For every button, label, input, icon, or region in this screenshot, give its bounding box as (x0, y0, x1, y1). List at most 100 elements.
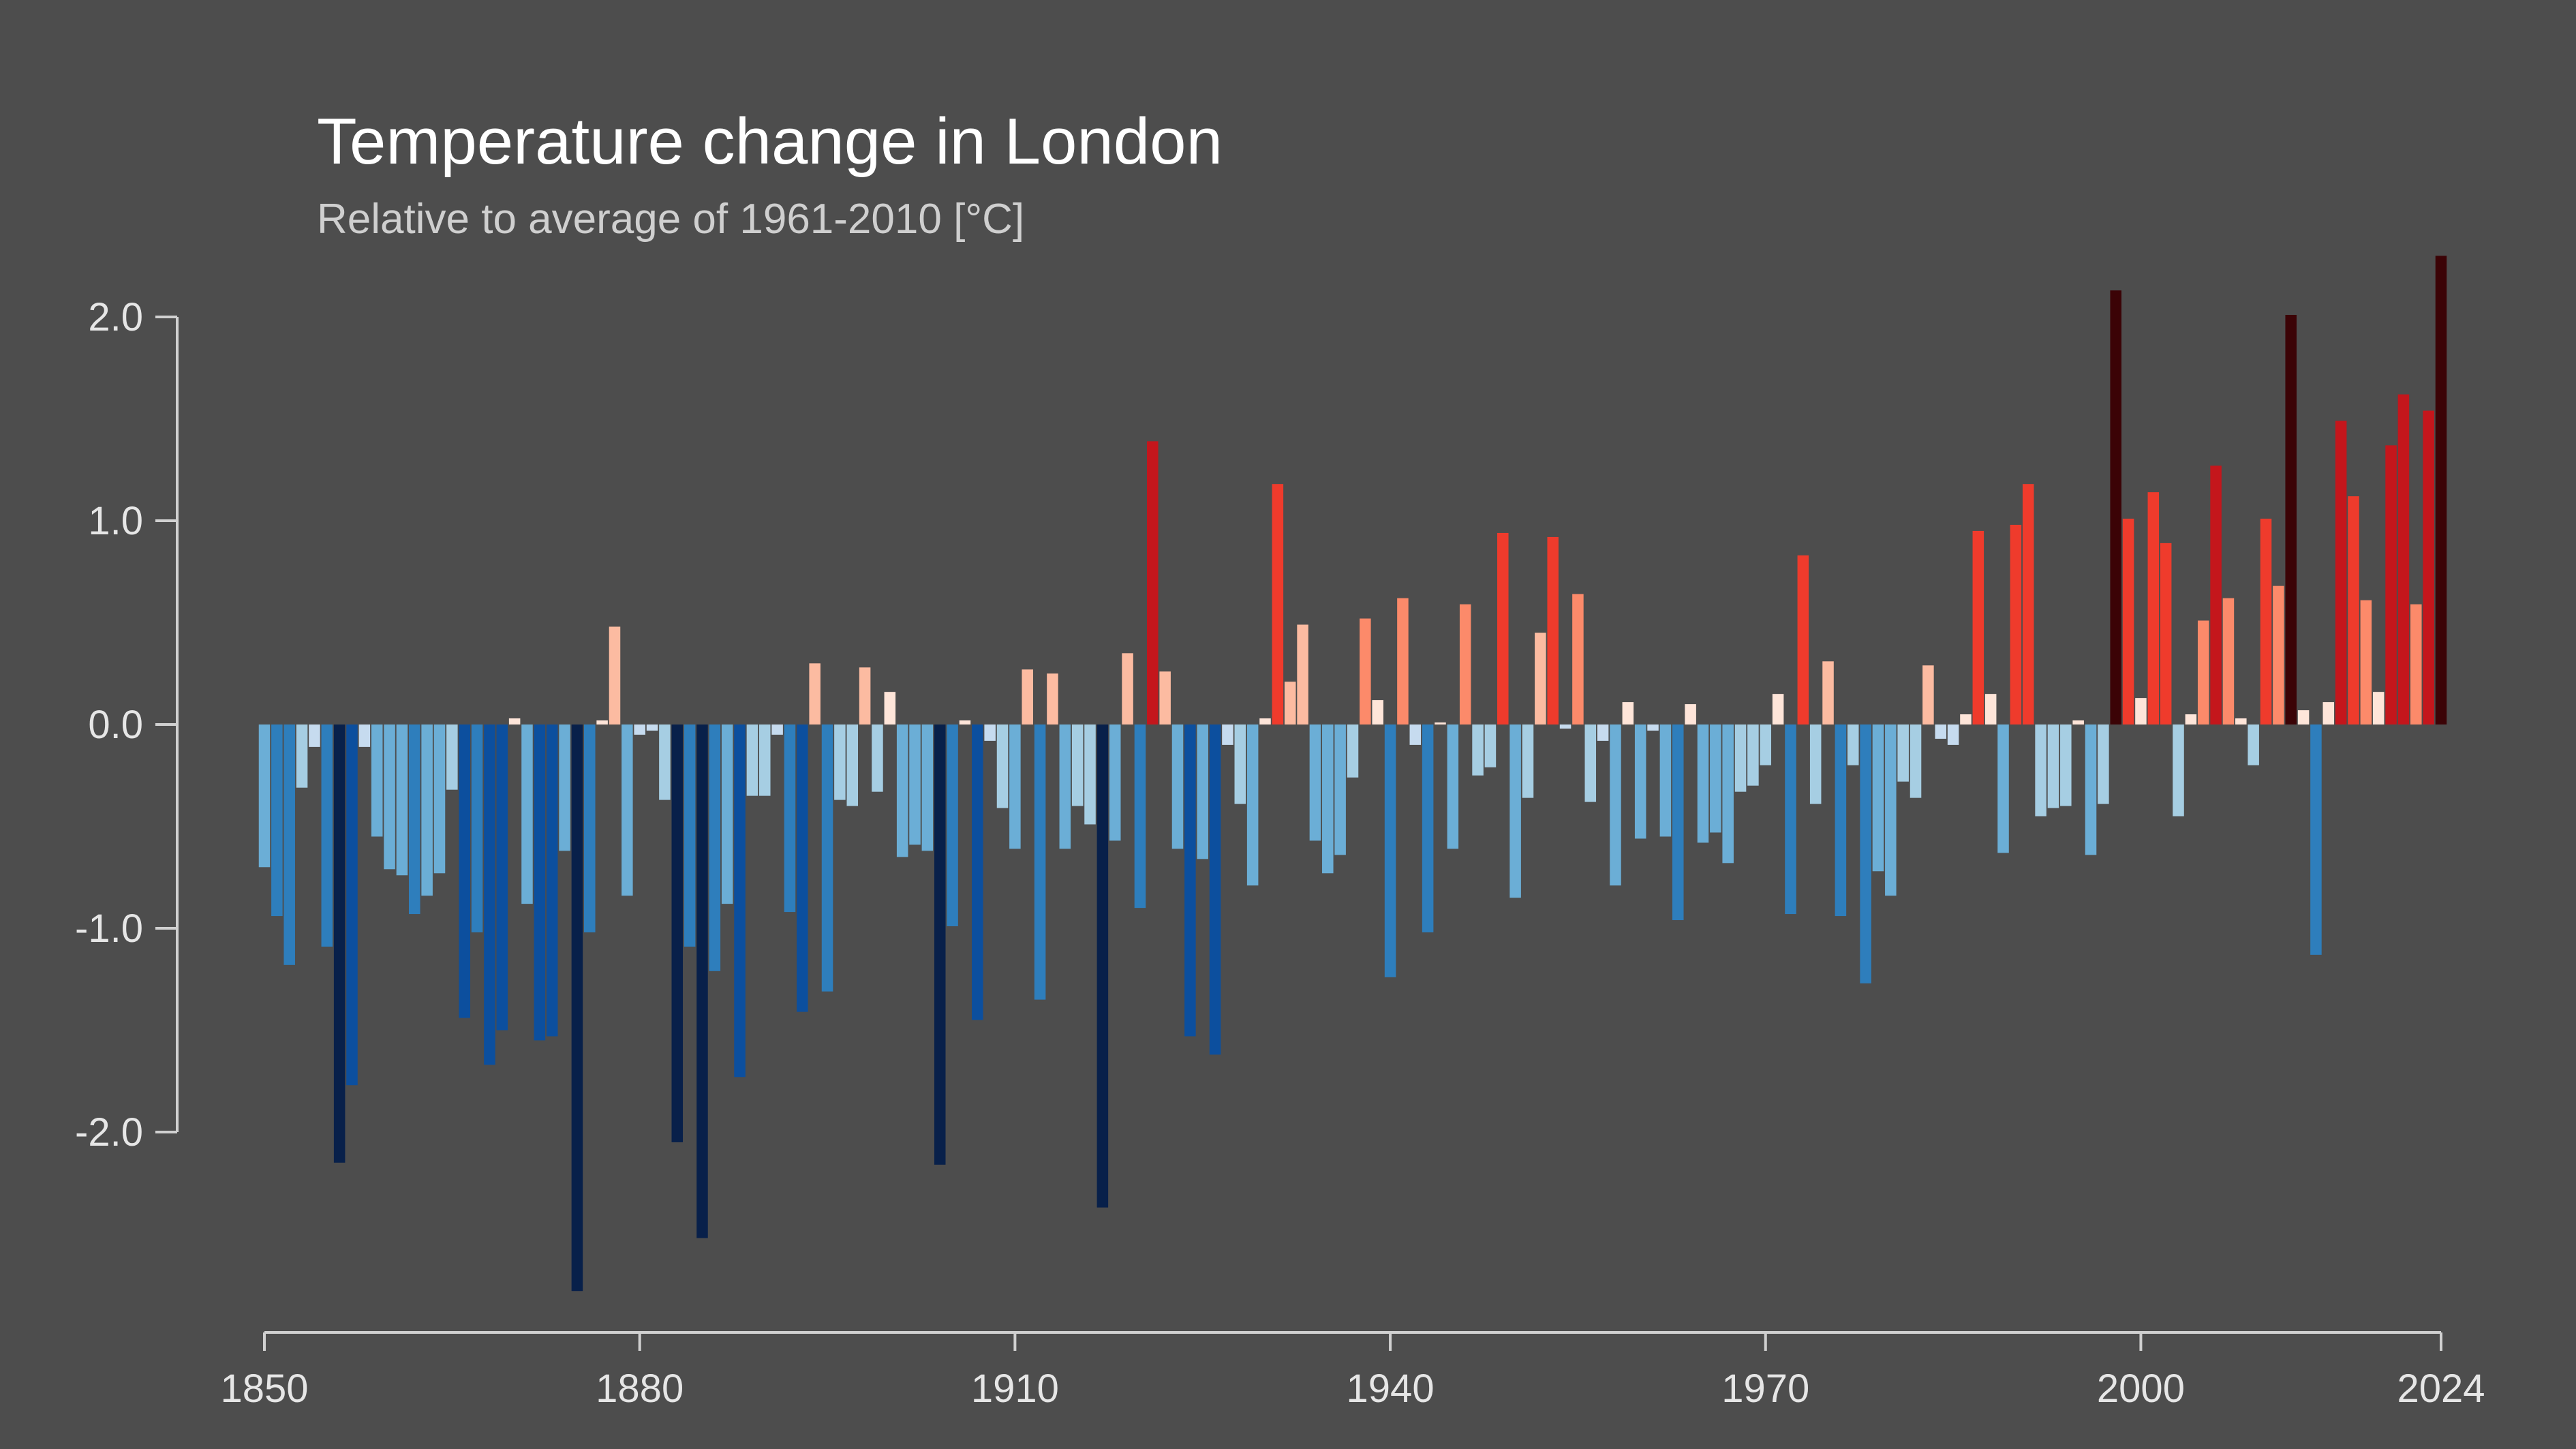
bar (333, 724, 346, 1163)
bar (1159, 671, 1171, 724)
bar (1572, 594, 1584, 724)
bar (809, 663, 821, 724)
bar (1984, 694, 1997, 724)
bar (784, 724, 796, 913)
bar (371, 724, 383, 837)
bar (1422, 724, 1434, 932)
bar (909, 724, 921, 845)
bar (321, 724, 333, 947)
bar (1259, 718, 1271, 724)
y-tick-label: -2.0 (75, 1110, 143, 1155)
bar (1109, 724, 1121, 841)
bar (2260, 519, 2272, 724)
bar (2110, 290, 2121, 724)
bar (609, 626, 621, 724)
bar (496, 724, 508, 1031)
bar (1872, 724, 1884, 872)
bar (521, 724, 533, 904)
bar (546, 724, 558, 1037)
y-tick-label: 0.0 (88, 703, 143, 747)
bar (534, 724, 546, 1041)
bar (1860, 724, 1871, 983)
bar (1447, 724, 1459, 849)
bar (2010, 524, 2022, 724)
bar (1497, 532, 1509, 724)
bar (1309, 724, 1321, 841)
bar (2147, 492, 2160, 724)
bar (846, 724, 859, 806)
bar (421, 724, 433, 896)
bar (1697, 724, 1709, 843)
bar (484, 724, 495, 1065)
bar (734, 724, 746, 1078)
bar (896, 724, 908, 857)
bar (459, 724, 470, 1018)
bar (2160, 543, 2172, 724)
bar (1009, 724, 1021, 849)
bar (1284, 682, 1296, 724)
bar (1822, 661, 1834, 724)
x-tick-label: 1850 (220, 1367, 308, 1411)
bar (1672, 724, 1684, 921)
bar (271, 724, 283, 917)
bar (1522, 724, 1534, 798)
bar (1960, 714, 1972, 724)
bar (659, 724, 671, 800)
bar (2385, 445, 2397, 724)
bar (2397, 394, 2410, 724)
bar (1384, 724, 1396, 977)
bar (409, 724, 420, 915)
bar (1634, 724, 1646, 839)
bar (959, 720, 971, 724)
bar (2248, 724, 2259, 765)
bar (1222, 724, 1233, 745)
y-tick-label: 1.0 (88, 499, 143, 543)
bar (2423, 410, 2434, 724)
bar (1535, 632, 1546, 724)
bar (433, 724, 446, 874)
bar (1322, 724, 1334, 874)
bar (1071, 724, 1084, 806)
bar (1947, 724, 1959, 745)
bar (1234, 724, 1246, 804)
bar (2310, 724, 2322, 955)
bar (1547, 536, 1559, 724)
bar (721, 724, 733, 904)
bar (1134, 724, 1146, 909)
bar (1847, 724, 1859, 765)
bar (1347, 724, 1359, 778)
bar (1360, 618, 1371, 724)
bar (934, 724, 946, 1165)
bar (2322, 702, 2335, 724)
bar (446, 724, 458, 790)
bar (1472, 724, 1484, 776)
bar (1910, 724, 1922, 798)
x-tick-label: 2000 (2097, 1367, 2185, 1411)
bar (1246, 724, 1259, 886)
bar (1610, 724, 1621, 886)
bar (2035, 724, 2046, 817)
bar (1597, 724, 1609, 741)
bar (921, 724, 934, 851)
bar (1435, 722, 1446, 724)
bar (1034, 724, 1046, 1000)
bar (396, 724, 408, 876)
bar (1509, 724, 1521, 898)
bar (1559, 724, 1571, 729)
bar (2285, 315, 2297, 724)
bar (859, 667, 871, 724)
bar (622, 724, 633, 896)
bar (834, 724, 846, 800)
bar (1334, 724, 1346, 855)
bar (2060, 724, 2072, 806)
bar (1022, 669, 1033, 724)
bar (1059, 724, 1071, 849)
bar (696, 724, 708, 1238)
bar (296, 724, 308, 788)
bar (1084, 724, 1096, 825)
bar (1297, 624, 1308, 724)
chart-title: Temperature change in London (317, 105, 1223, 178)
bar (1147, 441, 1159, 724)
